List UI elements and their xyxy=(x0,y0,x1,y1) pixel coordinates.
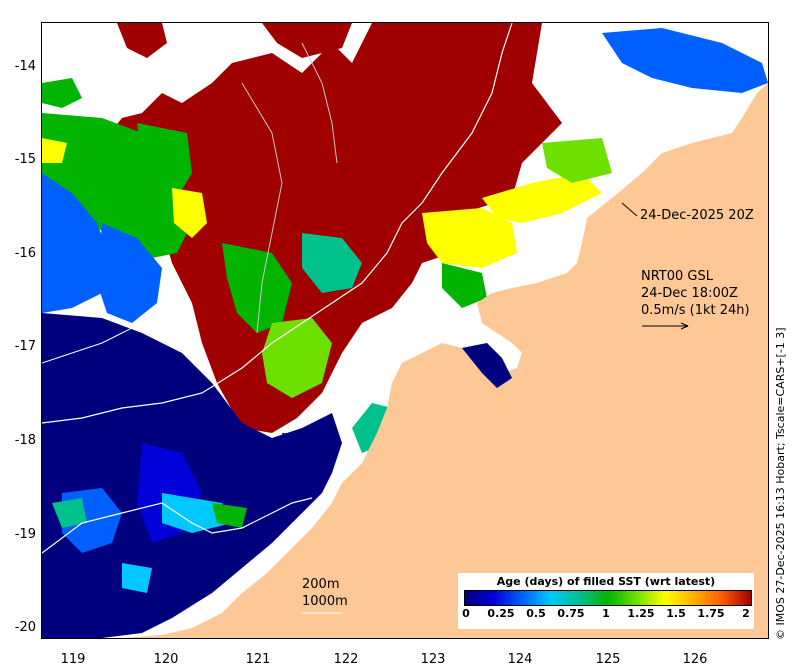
fresh-data-region xyxy=(122,563,152,593)
lat-tick-label: -18 xyxy=(14,433,36,448)
credit-text: © IMOS 27-Dec-2025 16:13 Hobart; Tscale=… xyxy=(774,327,787,640)
lon-tick-label: 120 xyxy=(153,652,179,667)
fresh-data-region xyxy=(162,493,232,533)
product-label-line3: 0.5m/s (1kt 24h) xyxy=(641,303,750,318)
current-scale-arrowhead xyxy=(680,322,689,330)
bathymetry-contour xyxy=(42,497,313,554)
depth-1000-label: 1000m xyxy=(302,594,348,609)
land-mass xyxy=(122,83,768,638)
lat-tick-label: -17 xyxy=(14,339,36,354)
mid-age-region xyxy=(422,208,517,268)
mid-age-region xyxy=(222,243,292,333)
map-frame xyxy=(41,22,769,639)
lon-tick-label: 119 xyxy=(60,652,86,667)
mid-age-region xyxy=(302,233,362,293)
lon-tick-label: 125 xyxy=(595,652,621,667)
mid-age-region xyxy=(137,123,192,198)
mid-age-region xyxy=(602,28,768,93)
lon-tick-label: 121 xyxy=(245,652,271,667)
mid-age-region xyxy=(482,173,602,223)
bathymetry-contour xyxy=(42,23,513,424)
legend-tick: 1 xyxy=(602,607,610,620)
lon-tick-label: 122 xyxy=(333,652,359,667)
fresh-data-region xyxy=(212,503,247,528)
legend-tick: 0.75 xyxy=(557,607,585,620)
product-label-line2: 24-Dec 18:00Z xyxy=(641,286,738,301)
legend-colorbar xyxy=(464,590,752,606)
lat-tick-label: -19 xyxy=(14,527,36,542)
lat-tick-label: -20 xyxy=(14,620,36,635)
sst-map xyxy=(42,23,768,638)
fresh-data-region xyxy=(52,498,87,528)
fresh-data-region xyxy=(282,433,310,468)
legend-title: Age (days) of filled SST (wrt latest) xyxy=(496,575,716,588)
mid-age-region xyxy=(172,188,207,238)
bathymetry-contour xyxy=(241,82,283,334)
lat-tick-label: -16 xyxy=(14,246,36,261)
old-data-region xyxy=(92,23,562,433)
mid-age-region xyxy=(42,138,67,163)
product-label-line1: NRT00 GSL xyxy=(641,269,713,284)
date-pointer-line xyxy=(621,202,638,217)
legend-tick: 0.5 xyxy=(526,607,546,620)
lat-tick-label: -14 xyxy=(14,59,36,74)
mid-age-region xyxy=(42,173,112,313)
legend-tick: 0.25 xyxy=(487,607,515,620)
lon-tick-label: 126 xyxy=(682,652,708,667)
lon-tick-label: 124 xyxy=(507,652,533,667)
lon-tick-label: 123 xyxy=(420,652,446,667)
mid-age-region xyxy=(42,78,82,108)
legend-tick: 1.5 xyxy=(666,607,686,620)
old-data-region xyxy=(117,23,167,58)
old-data-region xyxy=(262,23,352,58)
bathymetry-contour xyxy=(301,42,338,164)
depth-200-label: 200m xyxy=(302,577,340,592)
legend-tick: 1.75 xyxy=(697,607,725,620)
legend-tick: 0 xyxy=(462,607,470,620)
mid-age-region xyxy=(542,138,612,183)
mid-age-region xyxy=(442,263,487,308)
bathymetry-contour xyxy=(42,307,163,364)
mid-age-region xyxy=(97,223,162,323)
legend-box: Age (days) of filled SST (wrt latest) 0 … xyxy=(458,573,754,629)
legend-tick: 1.25 xyxy=(627,607,655,620)
date-label: 24-Dec-2025 20Z xyxy=(640,208,754,223)
mid-age-region xyxy=(42,113,192,258)
land-mass xyxy=(462,343,512,388)
lat-tick-label: -15 xyxy=(14,152,36,167)
legend-tick: 2 xyxy=(742,607,750,620)
